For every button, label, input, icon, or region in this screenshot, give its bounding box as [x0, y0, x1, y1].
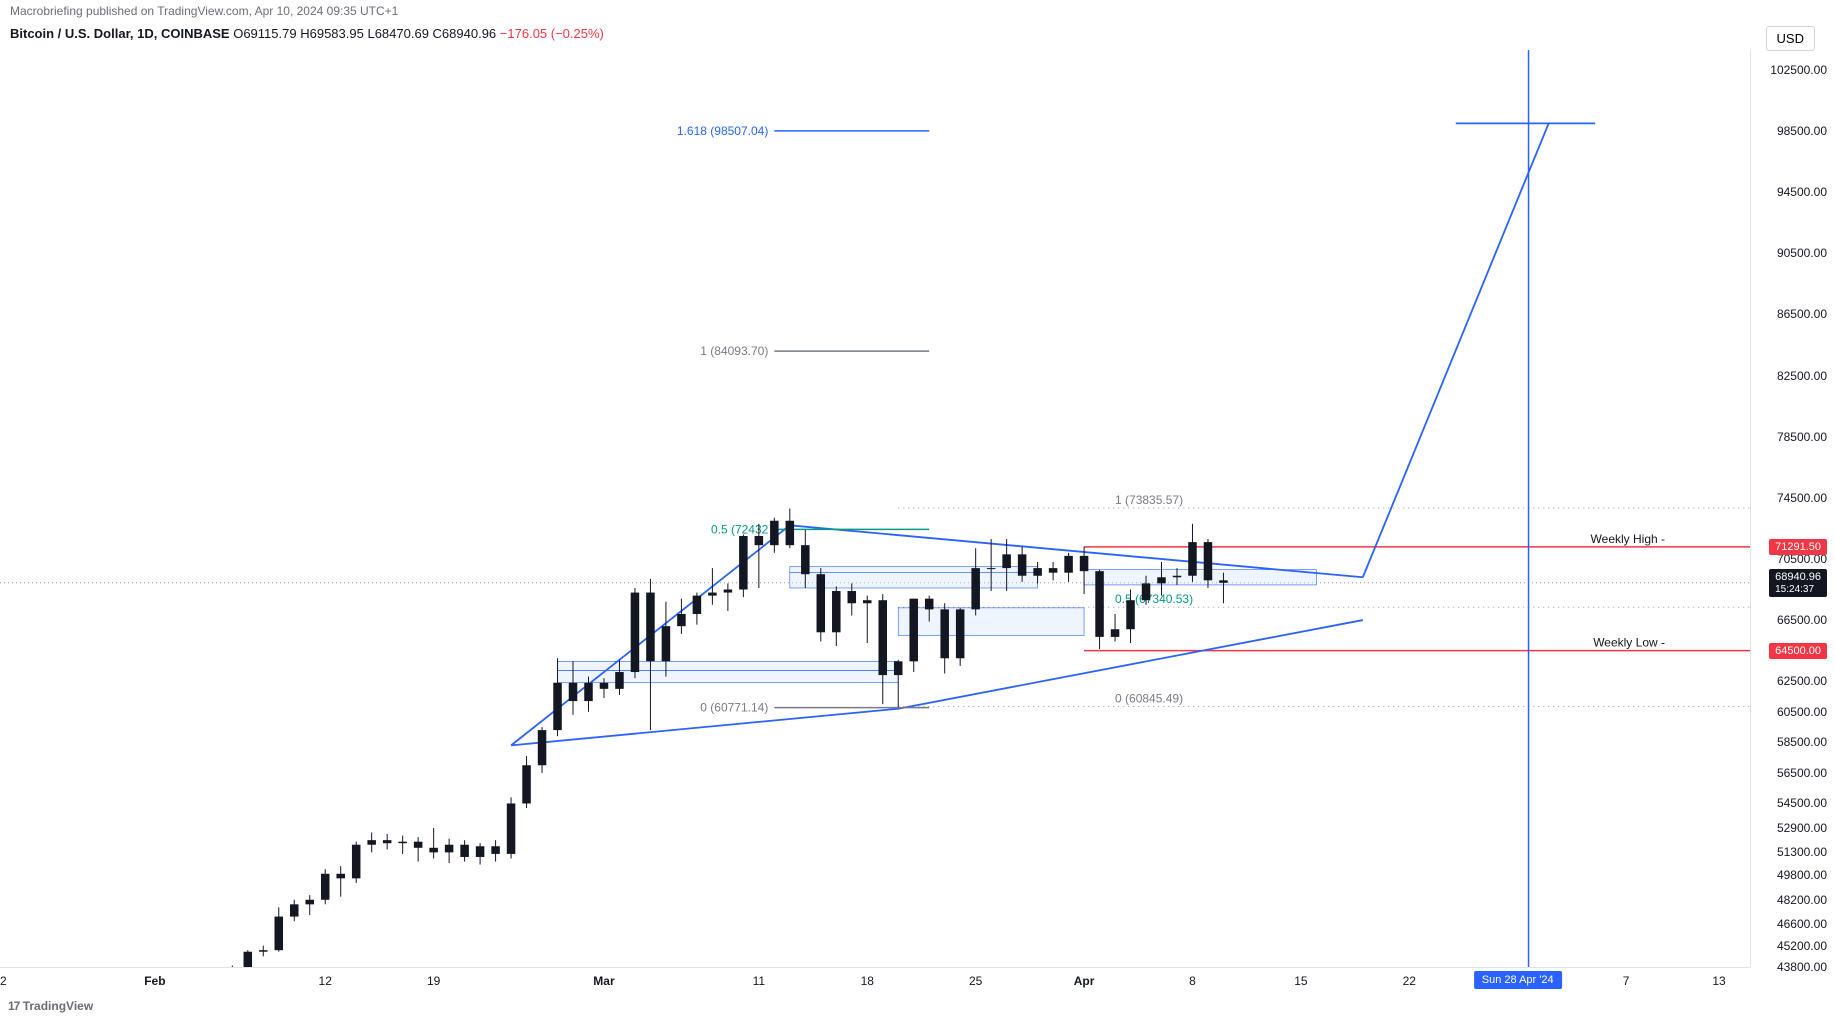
y-tick: 56500.00 — [1777, 766, 1827, 780]
x-date-badge: Sun 28 Apr '24 — [1474, 971, 1562, 989]
svg-text:Weekly Low -: Weekly Low - — [1593, 636, 1665, 650]
chart-canvas[interactable]: Weekly High - Weekly Low - 1.618 (98507.04… — [0, 50, 1750, 967]
x-tick: 18 — [861, 974, 874, 988]
x-tick: 12 — [319, 974, 332, 988]
y-tick: 94500.00 — [1777, 185, 1827, 199]
y-tick: 74500.00 — [1777, 491, 1827, 505]
svg-text:1 (73835.57): 1 (73835.57) — [1115, 493, 1183, 507]
y-tick: 49800.00 — [1777, 868, 1827, 882]
x-tick: Feb — [144, 974, 165, 988]
x-tick: 13 — [1712, 974, 1725, 988]
price-badge: 64500.00 — [1769, 643, 1827, 659]
price-badge: 68940.9615:24:37 — [1769, 569, 1827, 597]
x-tick: 11 — [753, 974, 765, 988]
y-tick: 62500.00 — [1777, 674, 1827, 688]
ohlc-c: C68940.96 — [433, 26, 497, 41]
svg-text:0 (60771.14): 0 (60771.14) — [700, 701, 768, 715]
y-tick: 58500.00 — [1777, 735, 1827, 749]
svg-text:1 (84093.70): 1 (84093.70) — [700, 344, 768, 358]
svg-text:0 (60845.49): 0 (60845.49) — [1115, 691, 1183, 705]
x-tick: Mar — [593, 974, 614, 988]
y-tick: 82500.00 — [1777, 369, 1827, 383]
y-tick: 51300.00 — [1777, 845, 1827, 859]
svg-text:0.5 (72432: 0.5 (72432 — [711, 522, 769, 536]
ohlc-h: H69583.95 — [300, 26, 364, 41]
price-badge: 71291.50 — [1769, 539, 1827, 555]
svg-text:1.618 (98507.04): 1.618 (98507.04) — [677, 124, 768, 138]
y-axis[interactable]: 102500.00 98500.00 94500.00 90500.00 86500.0… — [1750, 50, 1835, 967]
x-tick: 7 — [1623, 974, 1630, 988]
publish-header: Macrobriefing published on TradingView.c… — [0, 0, 1835, 24]
symbol-ohlc: Bitcoin / U.S. Dollar, 1D, COINBASE O691… — [10, 26, 604, 41]
y-tick: 45200.00 — [1777, 939, 1827, 953]
x-axis[interactable]: 22 Feb 12 19 Mar 11 18 25 Apr 8 15 22 7 13 Sun 28 Apr … — [0, 967, 1750, 995]
y-tick: 52900.00 — [1777, 821, 1827, 835]
y-tick: 90500.00 — [1777, 246, 1827, 260]
x-tick: 25 — [969, 974, 982, 988]
y-tick: 98500.00 — [1777, 124, 1827, 138]
y-tick: 46600.00 — [1777, 917, 1827, 931]
y-tick: 78500.00 — [1777, 430, 1827, 444]
tradingview-watermark: 17 TradingView — [8, 999, 93, 1013]
y-tick: 54500.00 — [1777, 796, 1827, 810]
symbol-pair: Bitcoin / U.S. Dollar, 1D, COINBASE — [10, 26, 230, 41]
ohlc-change: −176.05 (−0.25%) — [500, 26, 604, 41]
x-tick: 8 — [1189, 974, 1196, 988]
x-tick: 22 — [0, 974, 7, 988]
y-tick: 48200.00 — [1777, 893, 1827, 907]
y-tick: 60500.00 — [1777, 705, 1827, 719]
y-tick: 66500.00 — [1777, 613, 1827, 627]
y-tick: 102500.00 — [1770, 63, 1827, 77]
y-tick: 43800.00 — [1777, 960, 1827, 974]
svg-text:Weekly High -: Weekly High - — [1591, 532, 1665, 546]
x-tick: 22 — [1403, 974, 1416, 988]
ohlc-o: O69115.79 — [233, 26, 296, 41]
x-tick: Apr — [1074, 974, 1095, 988]
y-tick: 86500.00 — [1777, 307, 1827, 321]
x-tick: 15 — [1294, 974, 1307, 988]
x-tick: 19 — [427, 974, 440, 988]
currency-button[interactable]: USD — [1766, 26, 1815, 51]
ohlc-l: L68470.69 — [367, 26, 428, 41]
